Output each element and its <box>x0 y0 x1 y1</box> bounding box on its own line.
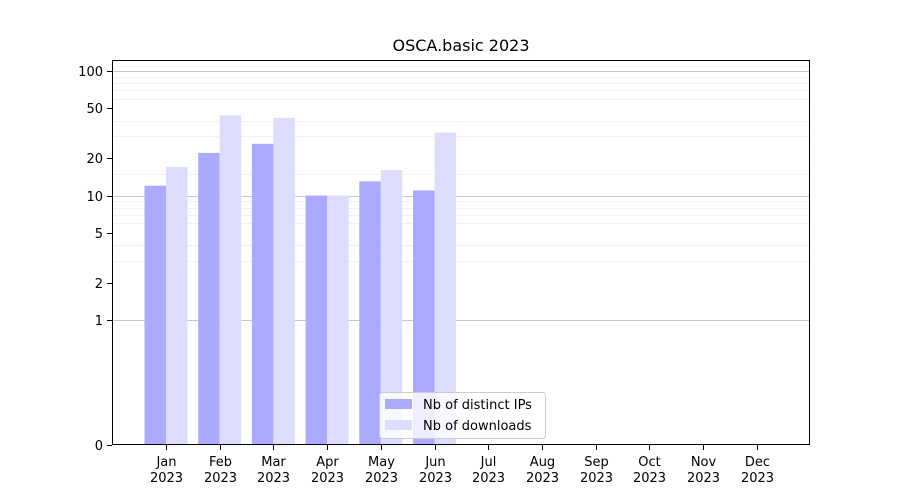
plot-frame <box>112 60 810 445</box>
legend-label: Nb of downloads <box>423 419 532 434</box>
x-tick-label: Aug 2023 <box>526 455 559 486</box>
x-tick-label: Mar 2023 <box>257 455 290 486</box>
bar-downloads <box>380 170 403 445</box>
bar-distinct-ips <box>198 152 220 445</box>
bar-downloads <box>434 132 456 445</box>
y-tick-label: 0 <box>95 439 103 454</box>
bar-distinct-ips <box>144 185 166 445</box>
y-tick-label: 10 <box>86 190 103 205</box>
y-tick-label: 100 <box>78 65 103 80</box>
legend: Nb of distinct IPs Nb of downloads <box>379 392 546 439</box>
y-tick-label: 20 <box>86 152 103 167</box>
x-tick-label: Jan 2023 <box>150 455 183 486</box>
x-tick-label: Jun 2023 <box>419 455 452 486</box>
bar-distinct-ips <box>305 195 328 445</box>
x-tick-label: Oct 2023 <box>633 455 666 486</box>
bar-downloads <box>273 117 295 446</box>
bars <box>144 115 456 446</box>
y-axis: 0 1 2 5 10 20 50 100 <box>78 65 112 454</box>
y-tick-label: 1 <box>95 314 103 329</box>
legend-label: Nb of distinct IPs <box>423 398 532 413</box>
y-tick-label: 2 <box>95 277 103 292</box>
bar-distinct-ips <box>413 190 435 445</box>
x-axis: Jan 2023 Feb 2023 Mar 2023 Apr 2023 May 2023 Jun 20… <box>150 445 774 486</box>
x-tick-label: Dec 2023 <box>741 455 774 486</box>
x-tick-label: Nov 2023 <box>687 455 720 486</box>
x-tick-label: Sep 2023 <box>580 455 613 486</box>
y-tick-label: 50 <box>86 102 103 117</box>
legend-box <box>379 392 546 439</box>
y-tick-label: 5 <box>95 227 103 242</box>
bar-distinct-ips <box>251 143 274 446</box>
bar-downloads <box>166 166 188 446</box>
x-tick-label: Apr 2023 <box>311 455 344 486</box>
legend-swatch <box>385 399 412 409</box>
legend-swatch <box>385 420 412 430</box>
bar-distinct-ips <box>359 181 381 445</box>
x-tick-label: May 2023 <box>365 455 398 486</box>
bar-downloads <box>219 115 242 446</box>
x-tick-label: Feb 2023 <box>204 455 237 486</box>
x-tick-label: Jul 2023 <box>472 455 505 486</box>
bar-downloads <box>327 195 349 445</box>
chart-title: OSCA.basic 2023 <box>392 36 529 55</box>
